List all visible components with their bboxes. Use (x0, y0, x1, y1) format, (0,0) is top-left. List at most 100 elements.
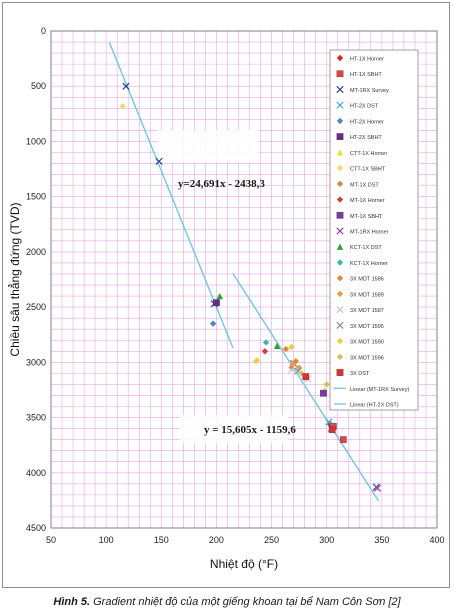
data-point (325, 418, 333, 426)
data-point (339, 436, 347, 443)
legend-marker (336, 54, 344, 62)
data-point (155, 157, 163, 165)
marker-stroke (336, 306, 344, 314)
x-tick-label: 250 (264, 535, 279, 545)
marker-stroke (155, 157, 163, 165)
y-tick-label: 3000 (26, 357, 46, 367)
legend-marker (336, 101, 344, 109)
legend-marker (336, 353, 344, 361)
legend-marker (336, 196, 344, 203)
y-tick-label: 1500 (26, 192, 46, 202)
data-point (119, 102, 126, 110)
legend-label: 3X MDT 1596 (350, 355, 384, 361)
caption-text: Gradient nhiệt độ của một giếng khoan tạ… (93, 596, 401, 608)
data-point (328, 426, 336, 434)
y-tick-label: 3500 (26, 413, 46, 423)
legend-label: 3X MDT 1586 (350, 277, 384, 283)
legend-marker (336, 85, 344, 94)
marker-stroke (373, 484, 382, 492)
data-point (262, 339, 270, 346)
legend-label: MT-1X DST (350, 182, 379, 188)
legend-label: CTT-1X Horner (350, 151, 387, 157)
data-point (209, 320, 217, 327)
legend: HT-1X Horner HT-1X SBHT MT-1RX Survey HT-2X… (329, 49, 419, 411)
y-axis-title: Chiều sâu thẳng đứng (TVD) (7, 202, 22, 356)
x-tick-label: 150 (154, 535, 169, 545)
legend-label: KCT-1X Horner (350, 261, 388, 267)
legend-label: HT-1X SBHT (350, 72, 382, 78)
y-tick-label: 2500 (26, 302, 46, 312)
x-tick-label: 300 (319, 535, 334, 545)
data-point (289, 361, 296, 368)
y-tick-label: 1000 (26, 136, 46, 146)
data-point (261, 348, 269, 355)
legend-marker (336, 227, 344, 235)
legend-label: MT-1RX Survey (350, 88, 389, 94)
data-point (320, 389, 327, 397)
data-point (213, 299, 220, 307)
marker-stroke (336, 321, 344, 329)
marker-stroke (336, 101, 344, 109)
legend-label: MT-1RX Horner (350, 230, 389, 236)
legend-marker (336, 117, 344, 125)
marker-stroke (122, 82, 130, 90)
y-tick-label: 500 (31, 81, 46, 91)
legend-label: HT-2X DST (350, 104, 379, 110)
legend-label: Linear (MT-1RX Survey) (350, 387, 409, 393)
legend-marker (336, 290, 344, 298)
marker-stroke (336, 227, 344, 235)
data-point (216, 292, 223, 300)
legend-box (329, 49, 419, 411)
legend-marker (336, 133, 344, 140)
legend-marker (336, 321, 344, 329)
plot-border (50, 30, 438, 529)
y-tick-label: 0 (41, 26, 46, 36)
data-point (252, 358, 260, 365)
legend-label: HT-1X Horner (350, 57, 384, 63)
legend-label: MT-1X Horner (350, 198, 385, 204)
data-point (122, 82, 130, 90)
legend-label: KCT-1X DST (350, 245, 382, 251)
legend-label: 3X MDT 1589 (350, 292, 384, 298)
chart: 50 100 150 200 250 300 350 40005001000150020002… (7, 26, 445, 571)
marker-stroke (325, 418, 333, 426)
trendline (232, 273, 380, 502)
equation-backdrop (158, 130, 258, 162)
marker-stroke (336, 85, 344, 94)
legend-label: 3X DST (350, 371, 370, 377)
x-tick-label: 50 (46, 535, 56, 545)
legend-marker (336, 306, 344, 314)
data-point (273, 342, 281, 349)
data-point (302, 373, 310, 381)
x-tick-label: 350 (374, 535, 389, 545)
trendline-equation: y=24,691x - 2438,3 (178, 178, 265, 190)
x-tick-label: 100 (99, 535, 114, 545)
y-tick-label: 4000 (26, 468, 46, 478)
legend-marker (336, 70, 344, 78)
legend-marker (336, 149, 344, 156)
data-point (373, 484, 382, 492)
x-tick-label: 400 (429, 535, 444, 545)
y-tick-label: 2000 (26, 247, 46, 257)
data-points (119, 82, 382, 492)
legend-marker (336, 274, 344, 282)
equation-backdrop (180, 415, 288, 443)
data-point (282, 345, 290, 353)
marker-stroke (294, 367, 302, 375)
data-point (287, 366, 296, 374)
legend-label: MT-1X SBHT (350, 214, 383, 220)
legend-marker (336, 337, 344, 345)
caption-label: Hình 5. (53, 596, 91, 608)
x-tick-label: 200 (209, 535, 224, 545)
legend-label: Linear (HT-2X DST) (350, 403, 399, 409)
data-point (295, 364, 303, 372)
marker-stroke (287, 366, 296, 374)
legend-marker (336, 243, 344, 250)
data-point (323, 381, 330, 388)
data-point (292, 358, 300, 365)
legend-label: HT-2X Horner (350, 119, 384, 125)
trendline-equation: y = 15,605x - 1159,6 (204, 424, 296, 436)
trendline (108, 42, 234, 349)
legend-label: 3X MDT 1595 (350, 324, 384, 330)
legend-label: 3X MDT 1587 (350, 308, 384, 314)
